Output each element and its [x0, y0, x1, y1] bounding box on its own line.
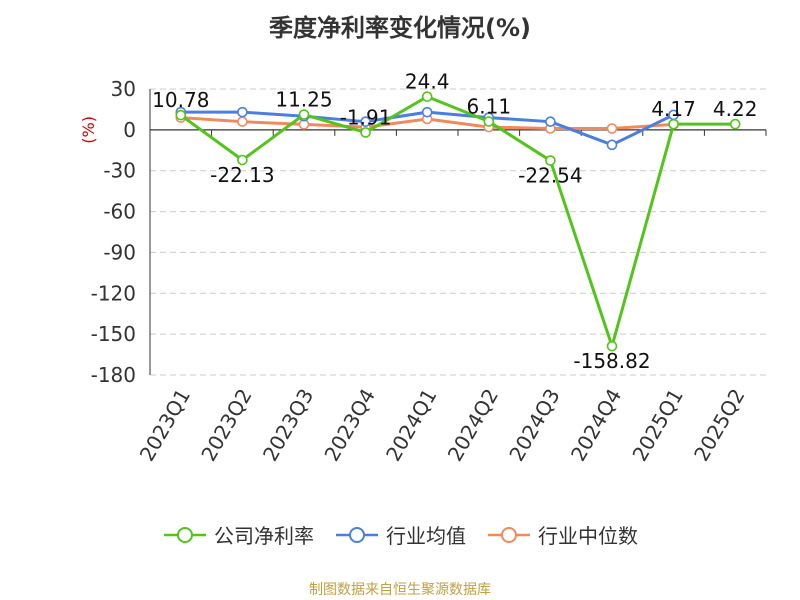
y-tick-label: -150 [91, 322, 136, 346]
data-point [606, 123, 618, 134]
chart-title: 季度净利率变化情况(%) [269, 14, 531, 42]
data-point [545, 155, 556, 166]
y-tick-label: 30 [111, 77, 136, 101]
data-label: 6.11 [467, 95, 512, 119]
y-axis-label: (%) [79, 116, 98, 144]
data-label: -1.91 [340, 105, 392, 129]
data-point [360, 127, 371, 138]
legend-item: 行业均值 [334, 520, 466, 549]
x-tick-label: 2023Q2 [196, 385, 256, 466]
x-tick-label: 2024Q4 [566, 385, 626, 466]
data-label: -22.13 [210, 163, 274, 187]
source-note: 制图数据来自恒生聚源数据库 [309, 582, 491, 598]
data-point [545, 116, 556, 127]
y-tick-label: -60 [103, 200, 136, 224]
legend-label: 行业中位数 [538, 524, 638, 548]
data-point [175, 109, 187, 121]
legend-item: 行业中位数 [486, 520, 638, 549]
data-point [237, 116, 248, 127]
data-point [237, 154, 248, 166]
x-tick-label: 2024Q3 [504, 385, 564, 466]
data-label: 11.25 [275, 88, 332, 112]
x-tick-label: 2023Q4 [319, 385, 379, 466]
legend-swatch [164, 526, 206, 543]
data-label: 4.17 [651, 97, 696, 121]
legend-swatch [488, 526, 530, 543]
y-tick-label: -120 [91, 281, 136, 305]
data-point [360, 116, 371, 127]
data-label: 4.22 [713, 97, 758, 121]
legend-item: 公司净利率 [162, 520, 314, 549]
data-label: -22.54 [518, 164, 582, 188]
x-tick-label: 2023Q3 [258, 385, 318, 466]
y-tick-label: -180 [91, 363, 136, 387]
y-tick-label: -30 [103, 159, 136, 183]
legend: 公司净利率 行业均值 行业中位数 [0, 520, 800, 549]
x-tick-label: 2023Q1 [135, 385, 195, 466]
data-point [606, 139, 618, 151]
data-point [298, 109, 310, 120]
legend-label: 行业均值 [386, 524, 466, 548]
x-tick-label: 2025Q1 [627, 385, 687, 466]
data-point [668, 118, 679, 130]
series-line [179, 95, 736, 348]
x-tick-label: 2025Q2 [689, 385, 749, 466]
y-tick-label: 0 [123, 118, 136, 142]
x-tick-label: 2024Q2 [443, 385, 503, 466]
data-point [421, 106, 433, 118]
data-point [606, 340, 618, 352]
y-tick-label: -90 [103, 240, 136, 264]
data-point [421, 91, 433, 102]
data-point [483, 116, 495, 127]
data-label: -158.82 [573, 349, 650, 373]
data-point [729, 118, 741, 130]
data-label: 24.4 [405, 70, 450, 94]
data-point [237, 106, 248, 118]
data-label: 10.78 [152, 88, 209, 112]
x-tick-label: 2024Q1 [381, 385, 441, 466]
legend-swatch [336, 526, 378, 543]
legend-label: 公司净利率 [214, 524, 314, 548]
